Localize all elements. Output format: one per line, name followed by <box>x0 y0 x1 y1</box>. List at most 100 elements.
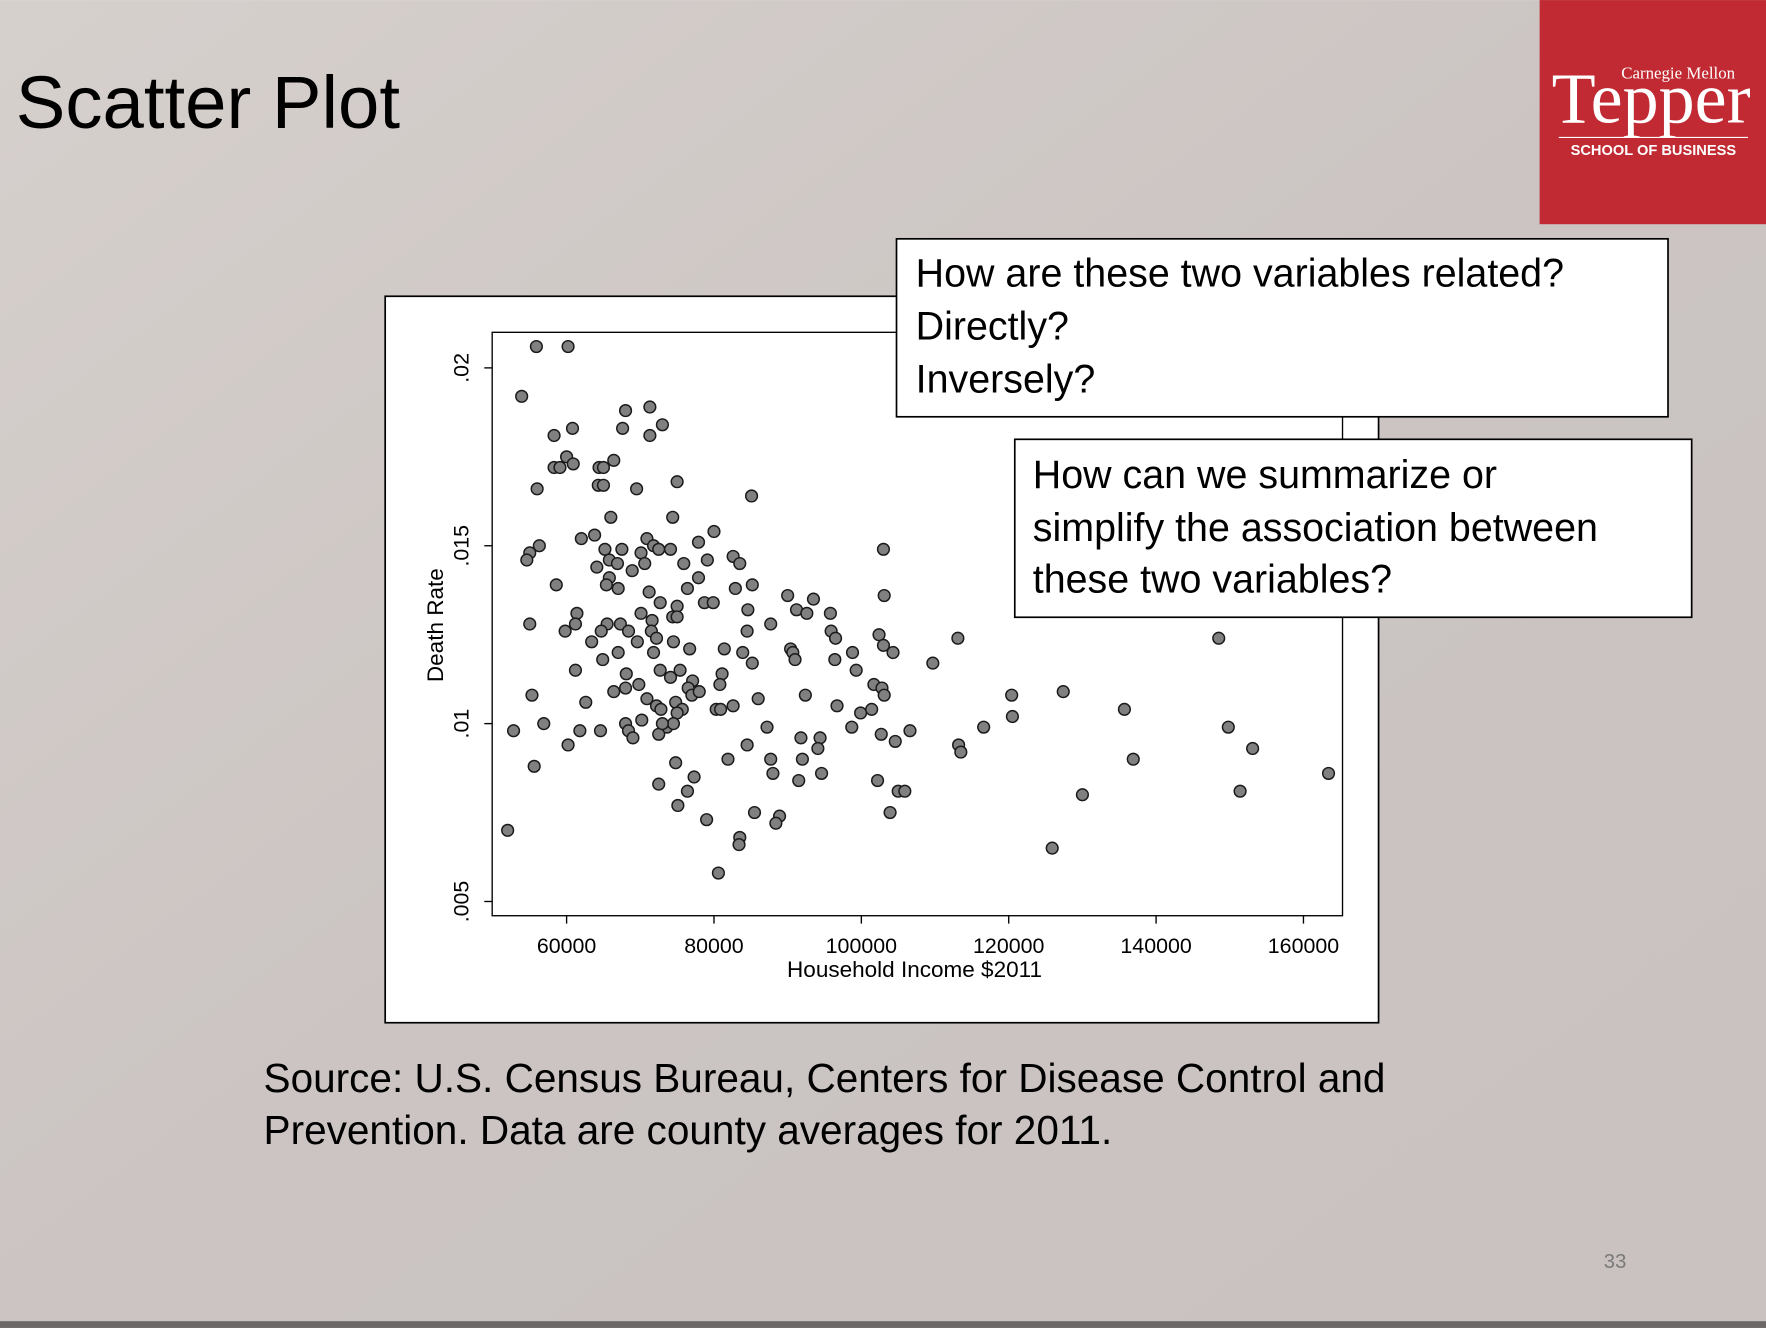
point <box>646 645 661 660</box>
point <box>744 489 759 503</box>
point <box>828 631 843 645</box>
point <box>515 389 529 403</box>
point <box>1212 631 1226 645</box>
point <box>717 642 731 656</box>
callout-box <box>895 237 1669 418</box>
x-tick-label: 120000 <box>973 934 1044 958</box>
point <box>611 581 625 596</box>
point <box>788 653 802 667</box>
point <box>806 592 821 606</box>
point <box>561 738 575 752</box>
point <box>728 581 742 596</box>
point <box>680 784 695 798</box>
point <box>813 731 827 745</box>
callout: How can we summarize or simplify the ass… <box>1013 438 1693 619</box>
point <box>670 610 684 624</box>
point <box>692 685 706 699</box>
point <box>610 556 625 571</box>
callout-line: these two variables? <box>1033 558 1392 602</box>
point <box>565 421 580 435</box>
point <box>711 866 725 880</box>
point <box>642 585 656 599</box>
point <box>590 560 604 574</box>
point <box>823 606 837 620</box>
point <box>741 603 755 617</box>
point <box>876 542 891 556</box>
point <box>663 670 678 684</box>
point <box>653 663 667 677</box>
y-tick-label: .005 <box>450 881 474 923</box>
point <box>700 813 714 827</box>
point <box>845 645 860 660</box>
point <box>1117 702 1131 716</box>
point <box>652 777 666 791</box>
point <box>585 635 599 649</box>
point <box>898 784 912 798</box>
point <box>566 457 580 471</box>
point <box>621 624 636 638</box>
point <box>532 539 546 553</box>
point <box>883 805 897 820</box>
callout-line: How can we summarize or <box>1033 453 1497 497</box>
point <box>527 759 541 773</box>
point <box>619 667 633 681</box>
callout: How are these two variables related? Dir… <box>895 237 1669 418</box>
point <box>715 667 729 681</box>
point <box>573 724 587 738</box>
point <box>811 741 825 756</box>
point <box>1221 720 1235 734</box>
point <box>506 724 521 738</box>
point <box>666 717 681 731</box>
x-tick-label: 100000 <box>826 934 897 958</box>
logo: Carnegie Mellon Tepper SCHOOL OF BUSINES… <box>1539 0 1766 225</box>
point <box>683 642 697 656</box>
slide-title: Scatter Plot <box>16 61 401 144</box>
x-tick-label: 160000 <box>1268 934 1339 958</box>
point <box>954 745 968 759</box>
callout-line: Inversely? <box>916 357 1096 401</box>
point <box>794 731 808 745</box>
point <box>632 677 646 692</box>
point <box>740 738 754 752</box>
point <box>593 724 608 738</box>
point <box>680 581 695 596</box>
point <box>865 702 879 716</box>
callout-line: simplify the association between <box>1033 506 1598 550</box>
point <box>652 542 666 556</box>
point <box>798 688 812 702</box>
point <box>645 613 659 628</box>
point <box>618 403 633 418</box>
point <box>594 624 608 638</box>
point <box>558 624 572 638</box>
point <box>977 720 991 734</box>
point <box>537 717 551 731</box>
point <box>764 617 778 631</box>
point <box>677 556 691 571</box>
point <box>1126 752 1140 766</box>
callout-line: How are these two variables related? <box>916 251 1564 295</box>
point <box>870 773 885 788</box>
point <box>795 752 809 766</box>
point <box>926 656 940 670</box>
point <box>814 766 829 781</box>
point <box>643 400 657 414</box>
point <box>523 617 537 631</box>
point <box>568 663 583 677</box>
point <box>751 692 765 706</box>
point <box>1321 766 1336 781</box>
source-line: Prevention. Data are county averages for… <box>264 1107 1113 1153</box>
point <box>903 724 917 738</box>
point <box>747 805 762 820</box>
bottom-bar <box>0 1321 1766 1328</box>
point <box>643 428 657 443</box>
point <box>638 556 652 571</box>
point <box>649 631 664 645</box>
x-tick-label: 80000 <box>684 934 744 958</box>
point <box>1045 841 1059 855</box>
point <box>670 475 684 489</box>
point <box>588 528 602 542</box>
point <box>874 727 888 741</box>
point <box>607 453 621 467</box>
point <box>630 635 644 649</box>
